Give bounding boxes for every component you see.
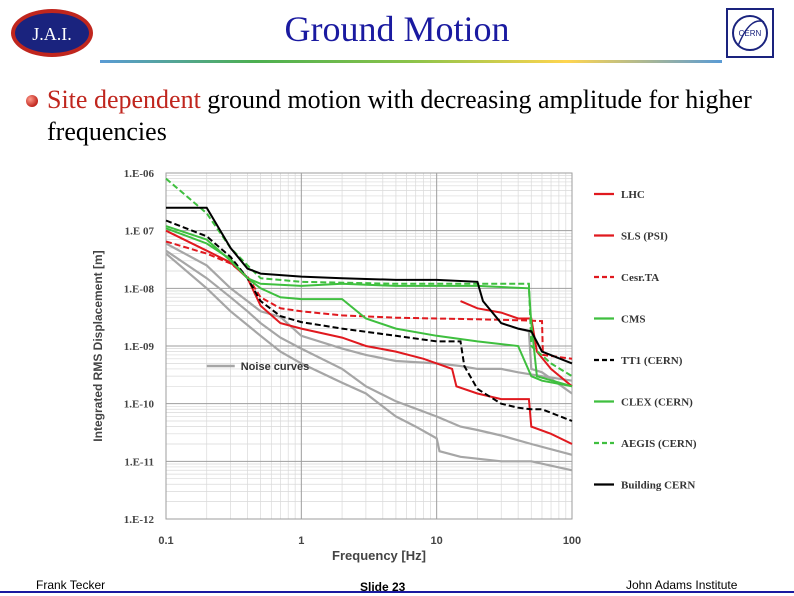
y-tick-label: 1.E 07 bbox=[125, 226, 155, 238]
cern-logo-text: CERN bbox=[739, 29, 762, 38]
y-tick-label: 1.E-10 bbox=[124, 399, 155, 411]
bullet-text: Site dependent ground motion with decrea… bbox=[47, 84, 767, 148]
y-tick-label: 1.E-11 bbox=[124, 456, 154, 468]
footer-slide-number: Slide 23 bbox=[360, 580, 406, 594]
plot-frame bbox=[165, 172, 573, 520]
ground-motion-chart: 0.1 1 10 100 1.E-06 1.E 07 1.E-08 1.E-09 1.E-10 1… bbox=[86, 160, 722, 566]
bullet-accent-text: Site dependent bbox=[47, 85, 201, 114]
noise-curve-line bbox=[165, 252, 573, 472]
x-tick-label: 100 bbox=[563, 535, 581, 547]
series-line bbox=[460, 300, 573, 388]
jai-logo: J.A.I. bbox=[11, 9, 93, 57]
series-line bbox=[166, 206, 573, 365]
noise-curves-annotation: Noise curves bbox=[241, 361, 309, 373]
y-tick-label: 1.E-06 bbox=[124, 168, 155, 180]
bullet-rest-text: ground motion with decreasing amplitude … bbox=[47, 85, 752, 146]
legend-label: Building CERN bbox=[621, 480, 695, 492]
legend-label: CMS bbox=[621, 314, 645, 326]
legend-label: CLEX (CERN) bbox=[621, 397, 693, 409]
title-underline bbox=[100, 60, 722, 63]
legend-label: SLS (PSI) bbox=[621, 231, 668, 243]
legend-label: TT1 (CERN) bbox=[621, 355, 683, 367]
x-tick-label: 0.1 bbox=[158, 535, 173, 547]
bullet-icon bbox=[26, 95, 38, 107]
y-tick-label: 1.E-09 bbox=[124, 341, 155, 353]
legend-label: AEGIS (CERN) bbox=[621, 438, 697, 450]
noise-curve-line bbox=[165, 242, 573, 382]
footer-author: Frank Tecker bbox=[36, 578, 106, 592]
y-axis-label: Integrated RMS Displacement [m] bbox=[91, 250, 105, 441]
legend-label: LHC bbox=[621, 189, 645, 201]
x-tick-label: 10 bbox=[431, 535, 443, 547]
series-line bbox=[165, 219, 573, 422]
y-tick-label: 1.E-08 bbox=[124, 283, 155, 295]
y-tick-label: 1.E-12 bbox=[124, 514, 155, 526]
series-line bbox=[165, 225, 573, 388]
x-tick-label: 1 bbox=[298, 535, 304, 547]
footer-rule bbox=[0, 591, 794, 593]
cern-logo: CERN bbox=[726, 8, 774, 58]
noise-curve-line bbox=[165, 249, 573, 456]
series-line bbox=[165, 229, 573, 445]
x-axis-label: Frequency [Hz] bbox=[332, 548, 426, 563]
slide-title: Ground Motion bbox=[284, 9, 510, 49]
jai-logo-text: J.A.I. bbox=[32, 24, 72, 44]
footer-institute: John Adams Institute bbox=[626, 578, 738, 592]
legend-label: Cesr.TA bbox=[621, 272, 659, 284]
